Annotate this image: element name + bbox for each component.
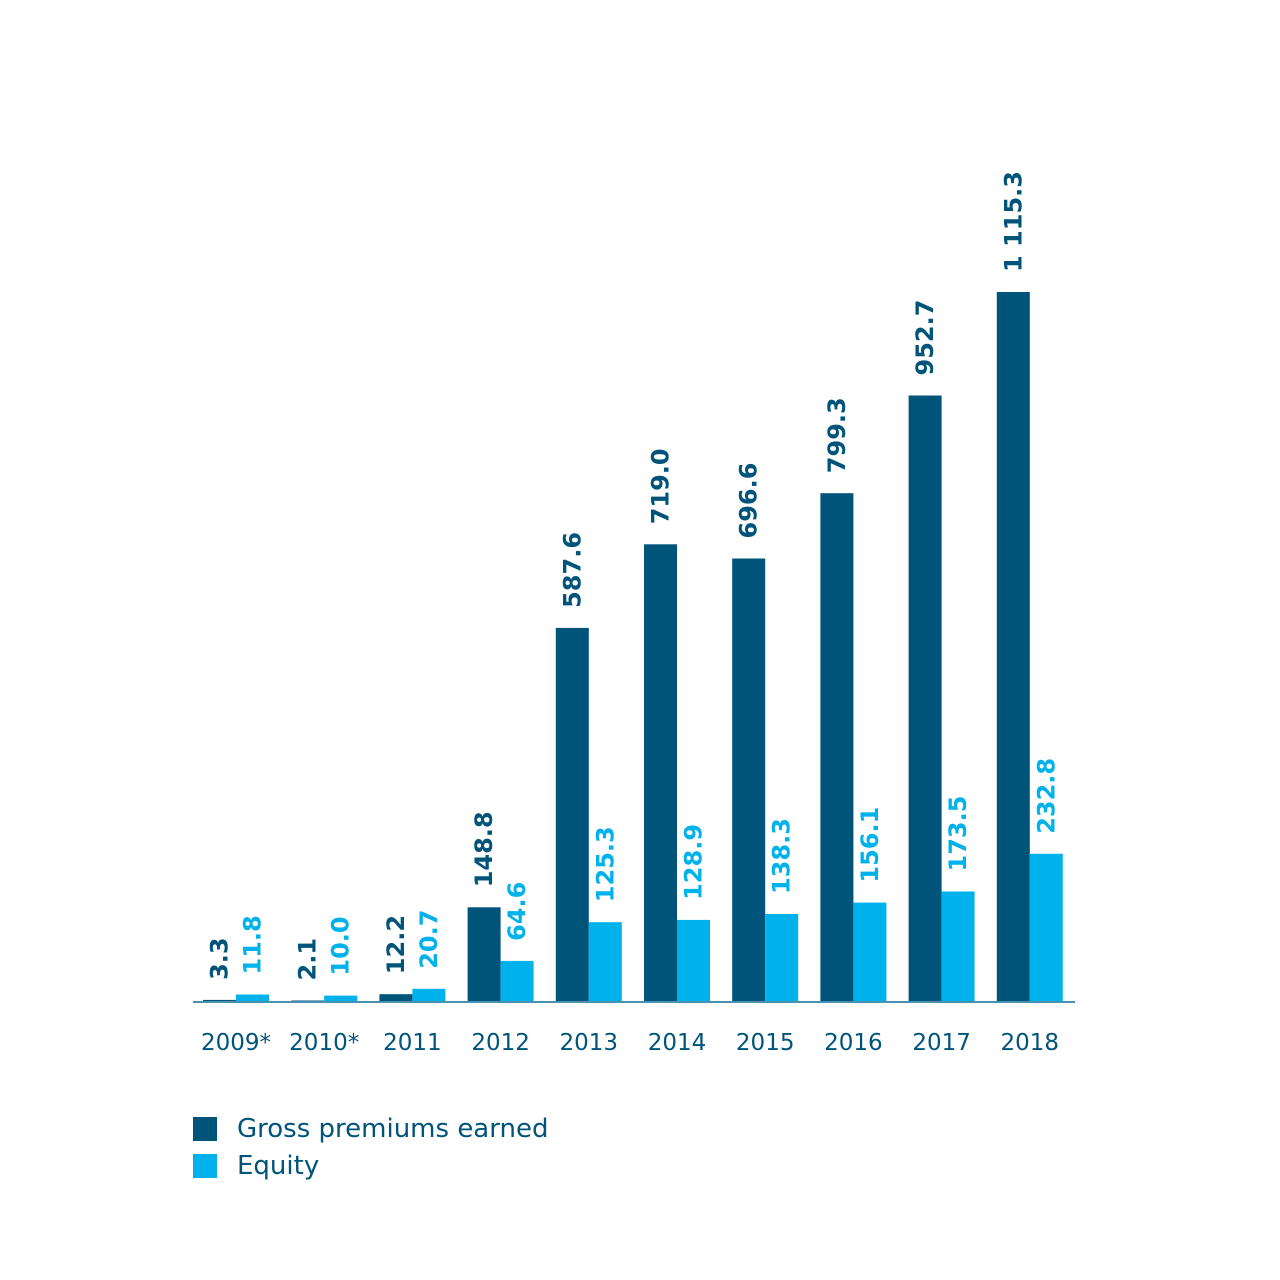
x-tick-label-2011: 2011 bbox=[383, 1030, 442, 1056]
bar-gross-premiums-2016 bbox=[820, 493, 854, 1002]
bar-gross-premiums-2015 bbox=[732, 558, 766, 1002]
value-label-equity-2010: 10.0 bbox=[327, 916, 355, 975]
value-label-gross-premiums-2010: 2.1 bbox=[294, 938, 322, 981]
legend-swatch-gross-premiums bbox=[193, 1116, 217, 1141]
x-tick-label-2010: 2010* bbox=[289, 1030, 359, 1056]
legend-swatch-equity bbox=[193, 1153, 217, 1178]
bar-gross-premiums-2017 bbox=[908, 395, 942, 1002]
value-label-gross-premiums-2011: 12.2 bbox=[382, 915, 410, 974]
bar-equity-2012 bbox=[500, 960, 534, 1002]
bar-gross-premiums-2011 bbox=[379, 994, 413, 1002]
value-label-equity-2013: 125.3 bbox=[591, 826, 619, 902]
legend-label-gross-premiums: Gross premiums earned bbox=[237, 1113, 549, 1144]
value-label-gross-premiums-2014: 719.0 bbox=[647, 448, 675, 524]
bar-equity-2018 bbox=[1029, 853, 1063, 1002]
x-tick-label-2013: 2013 bbox=[560, 1030, 619, 1056]
legend-item-equity: Equity bbox=[193, 1147, 548, 1184]
bar-equity-2014 bbox=[677, 919, 710, 1002]
value-label-equity-2011: 20.7 bbox=[415, 910, 443, 969]
bar-equity-2010 bbox=[324, 995, 358, 1002]
value-labels-group: 3.3 11.8 2.1 10.0 12.2 20.7 148.864.6 587.6 125.… bbox=[206, 171, 1061, 980]
x-tick-label-2016: 2016 bbox=[824, 1030, 883, 1056]
bars-group bbox=[203, 292, 1063, 1002]
value-label-gross-premiums-2009: 3.3 bbox=[206, 937, 234, 980]
bar-gross-premiums-2013 bbox=[555, 627, 589, 1002]
bar-gross-premiums-2009 bbox=[203, 999, 236, 1002]
value-label-gross-premiums-2018: 1 115.3 bbox=[999, 171, 1027, 272]
bar-equity-2011 bbox=[412, 988, 446, 1002]
bar-equity-2013 bbox=[588, 922, 622, 1002]
value-label-gross-premiums-2017: 952.7 bbox=[911, 300, 939, 376]
legend-label-equity: Equity bbox=[237, 1150, 320, 1181]
bar-equity-2009 bbox=[236, 994, 269, 1002]
bar-gross-premiums-2014 bbox=[644, 544, 677, 1002]
bar-equity-2016 bbox=[853, 902, 887, 1002]
bar-gross-premiums-2018 bbox=[996, 292, 1030, 1002]
x-tick-labels-group: 2009* 2010* 2011 2012 2013 2014 2015 2016 2017 20… bbox=[201, 1030, 1059, 1056]
bar-equity-2015 bbox=[765, 914, 799, 1002]
value-label-equity-2012: 64.6 bbox=[503, 882, 531, 941]
x-tick-label-2012: 2012 bbox=[471, 1030, 530, 1056]
x-tick-label-2014: 2014 bbox=[648, 1030, 707, 1056]
x-tick-label-2015: 2015 bbox=[736, 1030, 795, 1056]
value-label-gross-premiums-2012: 148.8 bbox=[470, 811, 498, 887]
value-label-equity-2018: 232.8 bbox=[1032, 758, 1060, 834]
bar-gross-premiums-2012 bbox=[467, 907, 501, 1002]
value-label-gross-premiums-2016: 799.3 bbox=[823, 397, 851, 473]
x-tick-label-2017: 2017 bbox=[912, 1030, 971, 1056]
value-label-equity-2015: 138.3 bbox=[768, 818, 796, 894]
value-label-equity-2014: 128.9 bbox=[680, 824, 708, 900]
value-label-equity-2017: 173.5 bbox=[944, 796, 972, 872]
legend-item-gross-premiums: Gross premiums earned bbox=[193, 1110, 548, 1147]
bar-equity-2017 bbox=[941, 891, 975, 1002]
value-label-gross-premiums-2015: 696.6 bbox=[735, 463, 763, 539]
value-label-equity-2009: 11.8 bbox=[239, 915, 267, 974]
value-label-equity-2016: 156.1 bbox=[856, 807, 884, 883]
x-tick-label-2009: 2009* bbox=[201, 1030, 271, 1056]
x-tick-label-2018: 2018 bbox=[1001, 1030, 1060, 1056]
value-label-gross-premiums-2013: 587.6 bbox=[558, 532, 586, 608]
legend: Gross premiums earned Equity bbox=[193, 1110, 548, 1184]
